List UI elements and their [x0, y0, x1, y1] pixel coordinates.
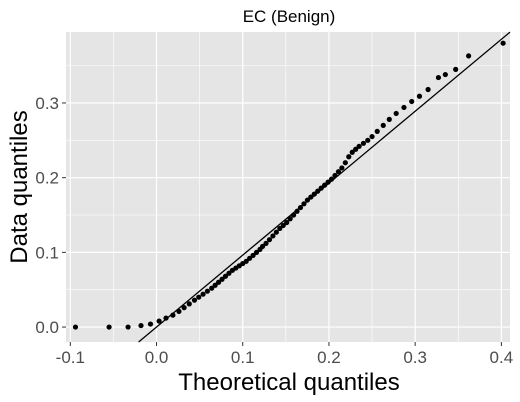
y-tick-label: 0.0: [35, 318, 59, 337]
x-tick-label: 0.4: [490, 348, 514, 367]
data-point: [425, 86, 431, 93]
data-point: [291, 212, 297, 218]
data-point: [332, 172, 338, 179]
x-tick-label: 0.0: [145, 348, 169, 367]
data-point: [247, 255, 253, 261]
y-tick-label: 0.1: [35, 243, 59, 262]
data-point: [356, 143, 362, 149]
data-point: [294, 208, 300, 214]
data-point: [191, 297, 198, 303]
data-point: [219, 276, 225, 282]
data-point: [435, 74, 442, 81]
data-point: [170, 312, 176, 318]
data-point: [270, 233, 276, 239]
data-point: [500, 40, 506, 46]
data-point: [250, 252, 256, 258]
data-point: [311, 191, 317, 197]
major-gridlines: [66, 32, 510, 342]
data-point: [442, 71, 448, 78]
data-point: [226, 270, 232, 276]
data-point: [315, 188, 321, 194]
data-point: [138, 322, 144, 329]
data-point: [215, 279, 222, 285]
data-point: [353, 146, 359, 152]
data-point: [266, 237, 273, 243]
data-point: [273, 229, 279, 235]
data-point: [196, 294, 202, 300]
data-point: [147, 321, 154, 327]
data-point: [163, 315, 169, 321]
data-point: [401, 104, 407, 111]
data-point: [204, 288, 210, 294]
x-tick-label: -0.1: [56, 348, 85, 367]
x-tick-label: 0.3: [403, 348, 427, 367]
data-point: [284, 219, 290, 226]
y-tick-label: 0.2: [35, 169, 59, 188]
data-point: [409, 98, 415, 105]
data-point: [304, 197, 310, 203]
data-point: [222, 273, 229, 279]
y-axis-title: Data quantiles: [6, 110, 33, 263]
data-point: [339, 165, 345, 171]
data-point: [346, 154, 352, 160]
data-point: [243, 258, 249, 264]
data-point: [342, 160, 348, 166]
minor-gridlines: [66, 32, 510, 342]
data-point: [453, 66, 459, 72]
data-point: [335, 169, 342, 175]
x-axis-title: Theoretical quantiles: [178, 369, 399, 396]
data-point: [301, 201, 307, 207]
x-tick-label: 0.1: [231, 348, 255, 367]
data-point: [280, 222, 286, 229]
data-point: [393, 110, 399, 117]
data-point: [380, 122, 386, 128]
data-point: [181, 305, 187, 311]
data-point: [349, 149, 355, 155]
data-point: [287, 216, 293, 222]
data-point: [416, 93, 423, 99]
data-point: [106, 324, 112, 330]
y-tick-label: 0.3: [35, 94, 59, 113]
data-point: [325, 179, 331, 185]
data-point: [374, 128, 380, 134]
data-point: [360, 140, 367, 146]
data-point: [253, 249, 260, 255]
data-point: [466, 53, 472, 59]
data-point: [259, 243, 266, 249]
data-point: [369, 133, 375, 140]
data-point: [186, 301, 192, 307]
plot-panel: [66, 32, 510, 342]
data-point: [308, 194, 314, 200]
data-point: [328, 176, 335, 182]
data-point: [263, 240, 269, 246]
data-point: [365, 137, 371, 143]
data-point: [277, 225, 283, 232]
data-point: [176, 308, 182, 314]
data-point: [209, 285, 215, 291]
data-point: [322, 182, 328, 188]
data-point: [156, 318, 162, 324]
data-point: [386, 116, 392, 122]
y-axis-ticks: 0.0 0.1 0.2 0.3: [35, 94, 66, 337]
data-point: [200, 291, 206, 297]
data-point: [212, 282, 218, 288]
data-point: [297, 204, 304, 211]
x-tick-label: 0.2: [317, 348, 341, 367]
data-point: [72, 324, 79, 330]
data-point: [125, 324, 131, 330]
data-point: [318, 185, 324, 191]
chart-title: EC (Benign): [243, 7, 336, 26]
x-axis-ticks: -0.1 0.0 0.1 0.2 0.3 0.4: [56, 342, 514, 367]
data-points: [72, 40, 506, 330]
